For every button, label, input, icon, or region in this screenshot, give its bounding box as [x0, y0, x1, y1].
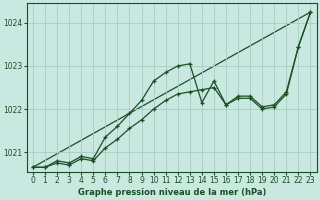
X-axis label: Graphe pression niveau de la mer (hPa): Graphe pression niveau de la mer (hPa): [77, 188, 266, 197]
